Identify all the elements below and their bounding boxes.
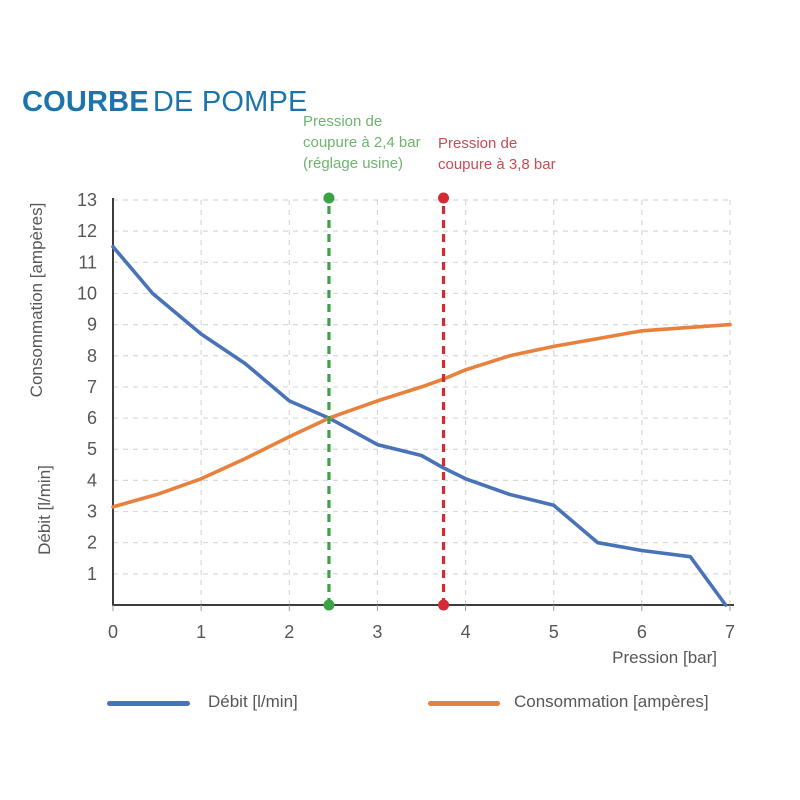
series-line: [111, 322, 732, 509]
y-tick-label: 3: [87, 502, 97, 522]
legend-swatch-consommation: [428, 701, 500, 706]
cutoff-marker-lines: [323, 192, 450, 611]
x-axis-label-pression: Pression [bar]: [612, 648, 717, 667]
x-tick-label: 2: [284, 622, 294, 642]
y-tick-label: 9: [87, 315, 97, 335]
series-line: [111, 244, 728, 607]
page-title-bold: COURBE: [22, 86, 149, 118]
x-tick-label: 7: [725, 622, 735, 642]
annotation-factory-line2: coupure à 2,4 bar: [303, 134, 421, 151]
annotation-max-line2: coupure à 3,8 bar: [438, 156, 556, 173]
y-tick-label: 7: [87, 377, 97, 397]
y-tick-label: 11: [78, 252, 97, 272]
data-series: [111, 244, 732, 607]
annotation-max-cutoff: Pression de coupure à 3,8 bar: [438, 133, 556, 175]
x-tick-label: 5: [549, 622, 559, 642]
page-title-regular: DE POMPE: [152, 86, 308, 118]
y-tick-label: 10: [77, 283, 97, 303]
y-tick-label: 4: [87, 470, 97, 490]
x-tick-label: 6: [637, 622, 647, 642]
legend-label-consommation: Consommation [ampères]: [514, 692, 709, 711]
legend-swatch-debit: [107, 701, 190, 706]
x-tick-label: 4: [461, 622, 471, 642]
y-axis-label-debit: Débit [l/min]: [35, 465, 54, 555]
annotation-factory-cutoff: Pression de coupure à 2,4 bar (réglage u…: [303, 111, 421, 174]
y-tick-label: 13: [77, 190, 97, 210]
axes: [112, 198, 734, 611]
x-tick-label: 0: [108, 622, 118, 642]
y-tick-label: 8: [87, 346, 97, 366]
annotation-factory-line1: Pression de: [303, 113, 383, 130]
y-tick-label: 5: [87, 439, 97, 459]
x-tick-label: 3: [372, 622, 382, 642]
y-axis-label-consommation: Consommation [ampères]: [27, 203, 46, 398]
y-tick-label: 6: [87, 408, 97, 428]
y-tick-label: 2: [87, 533, 97, 553]
gridlines: [113, 199, 731, 605]
annotation-max-line1: Pression de: [438, 135, 518, 152]
annotation-factory-line3: (réglage usine): [303, 155, 404, 172]
legend-label-debit: Débit [l/min]: [208, 692, 298, 711]
y-tick-label: 12: [77, 221, 97, 241]
y-tick-label: 1: [87, 564, 97, 584]
page-title: COURBE DE POMPE: [22, 86, 308, 119]
x-tick-label: 1: [196, 622, 206, 642]
